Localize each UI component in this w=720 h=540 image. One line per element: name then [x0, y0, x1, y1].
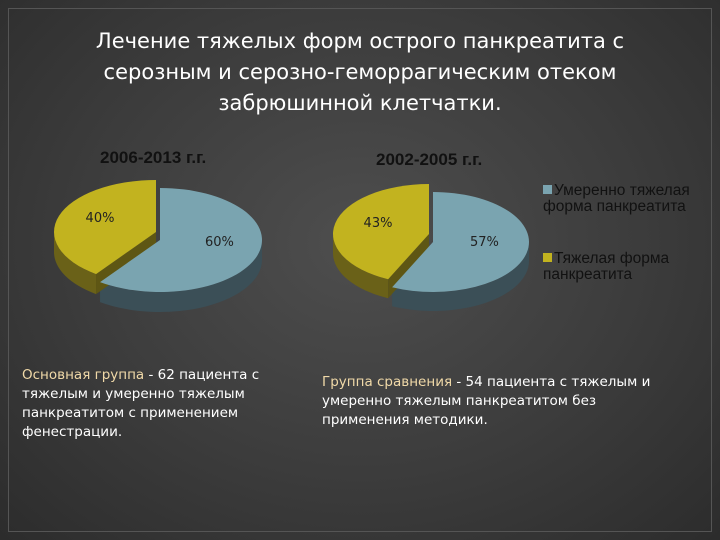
- caption-comparison-group: Группа сравнения - 54 пациента с тяжелым…: [322, 373, 682, 430]
- pie-slice-0-1: [54, 180, 157, 275]
- legend-label-severe: Тяжелая форма панкреатита: [543, 250, 670, 283]
- chart-title-2002-2005: 2002-2005 г.г.: [376, 150, 483, 169]
- pie-slice-0-0: [100, 188, 263, 292]
- pie-side-0-1: [54, 232, 97, 295]
- data-label-1-1: 43%: [364, 216, 393, 231]
- legend-swatch-severe: [543, 253, 552, 262]
- caption-main-group-name: Основная группа: [22, 367, 145, 383]
- caption-comparison-group-name: Группа сравнения: [322, 374, 453, 390]
- slide-title: Лечение тяжелых форм острого панкреатита…: [95, 29, 625, 115]
- legend-swatch-moderate: [543, 185, 552, 194]
- pie-side-1-0: [392, 242, 529, 311]
- caption-main-group-text: - 62 пациента с тяжелым и умеренно тяжел…: [22, 367, 260, 440]
- pie-side-0-0: [100, 240, 263, 312]
- legend-label-moderate: Умеренно тяжелая форма панкреатита: [543, 182, 690, 215]
- caption-main-group: Основная группа - 62 пациента с тяжелым …: [22, 366, 302, 442]
- legend-item-moderate: Умеренно тяжелая форма панкреатита: [543, 183, 718, 215]
- data-label-0-0: 60%: [205, 235, 234, 250]
- legend-item-severe: Тяжелая форма панкреатита: [543, 251, 718, 283]
- chart-title-2006-2013: 2006-2013 г.г.: [100, 148, 207, 167]
- slide-frame: [8, 8, 712, 532]
- pie-slice-1-1: [333, 183, 429, 280]
- caption-comparison-group-text: - 54 пациента с тяжелым и умеренно тяжел…: [322, 374, 651, 428]
- pie-slice-1-0: [392, 192, 529, 292]
- data-label-0-1: 40%: [86, 211, 115, 226]
- data-label-1-0: 57%: [470, 235, 499, 250]
- pie-side-1-1: [332, 234, 389, 299]
